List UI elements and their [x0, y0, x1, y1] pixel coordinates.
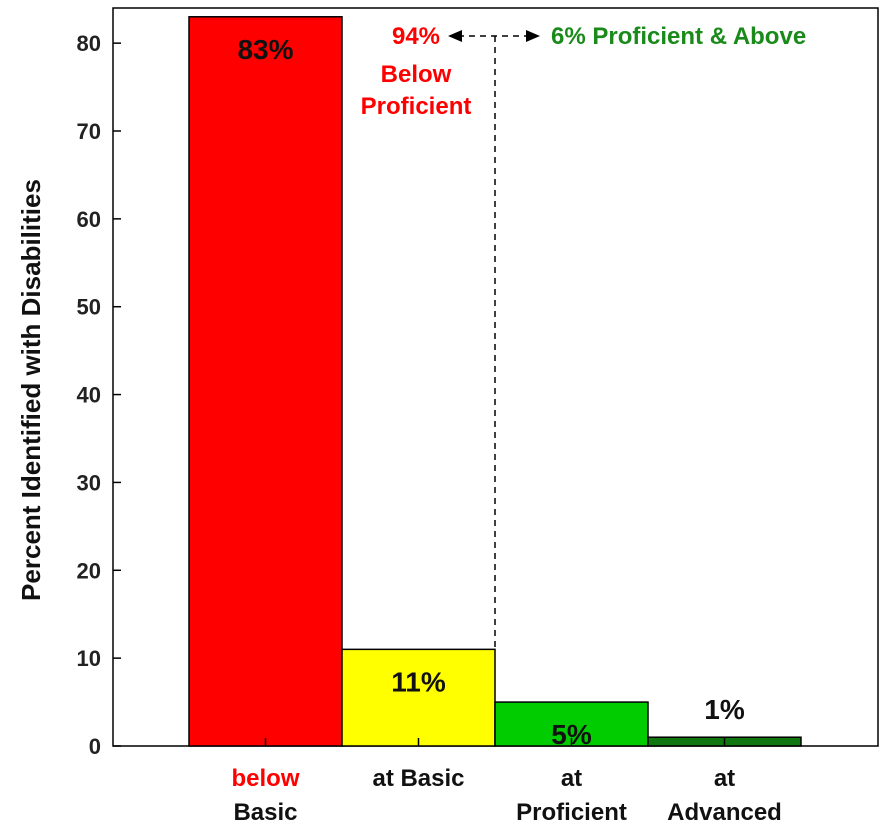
arrow-right-head	[526, 30, 540, 42]
proficient-above-label: 6% Proficient & Above	[551, 23, 806, 50]
y-tick-label: 60	[77, 207, 101, 232]
bars	[188, 16, 802, 747]
y-tick-label: 80	[77, 31, 101, 56]
bar-labels: 83% 11% 5% 1%	[237, 34, 744, 750]
category-label-line1: at	[561, 765, 582, 792]
below-proficient-percent: 94%	[392, 23, 440, 50]
y-tick-label: 30	[77, 470, 101, 495]
y-axis-ticks: 0 10 20 30 40 50 60 70 80	[77, 31, 121, 759]
below-proficient-label-line2: Proficient	[361, 93, 472, 120]
bar	[341, 648, 496, 747]
y-tick-label: 50	[77, 295, 101, 320]
bar	[188, 16, 343, 747]
category-label-line1: at Basic	[372, 765, 464, 792]
annotations: 94% Below Proficient 6% Proficient & Above	[361, 23, 806, 650]
bar-data-label: 83%	[237, 34, 293, 65]
bar-data-label: 11%	[391, 666, 446, 697]
bar-data-label: 5%	[551, 719, 592, 750]
category-label-line1: at	[714, 765, 735, 792]
category-label-line2: Basic	[233, 799, 297, 826]
category-label-line2: Proficient	[516, 799, 627, 826]
arrow-left-head	[448, 30, 462, 42]
y-tick-label: 0	[89, 734, 101, 759]
y-tick-label: 40	[77, 383, 101, 408]
bar-data-label: 1%	[704, 694, 745, 725]
category-label-line2: Advanced	[667, 799, 782, 826]
category-label-line1: below	[231, 765, 299, 792]
y-tick-label: 10	[77, 646, 101, 671]
y-tick-label: 70	[77, 119, 101, 144]
y-tick-label: 20	[77, 558, 101, 583]
y-axis-label: Percent Identified with Disabilities	[16, 179, 46, 601]
below-proficient-label-line1: Below	[381, 61, 452, 88]
category-labels: below Basic at Basic at Proficient at Advanced	[231, 765, 781, 826]
